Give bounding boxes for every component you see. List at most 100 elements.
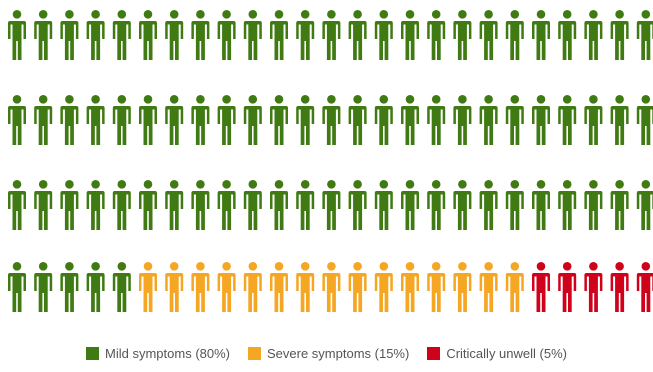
person-icon xyxy=(34,95,53,145)
person-icon xyxy=(374,95,393,145)
legend-item-severe: Severe symptoms (15%) xyxy=(248,346,409,361)
person-icon xyxy=(322,10,341,60)
person-icon xyxy=(86,10,105,60)
person-icon xyxy=(217,262,236,312)
person-icon xyxy=(427,10,446,60)
person-icon xyxy=(348,95,367,145)
person-icon xyxy=(610,180,629,230)
person-icon xyxy=(479,262,498,312)
person-icon xyxy=(217,95,236,145)
person-icon xyxy=(610,95,629,145)
person-icon xyxy=(86,95,105,145)
person-icon xyxy=(532,262,550,312)
person-icon xyxy=(584,95,603,145)
person-icon xyxy=(322,95,341,145)
legend-item-critical: Critically unwell (5%) xyxy=(427,346,567,361)
person-icon xyxy=(296,10,315,60)
person-icon xyxy=(112,180,131,230)
person-icon xyxy=(86,180,105,230)
person-icon xyxy=(34,262,53,312)
person-icon xyxy=(374,262,393,312)
person-icon xyxy=(401,95,419,145)
legend-label-critical: Critically unwell (5%) xyxy=(446,346,567,361)
person-icon xyxy=(479,180,498,230)
person-icon xyxy=(636,262,653,312)
person-icon xyxy=(8,180,26,230)
person-icon xyxy=(505,180,524,230)
legend-label-mild: Mild symptoms (80%) xyxy=(105,346,230,361)
person-icon xyxy=(374,10,393,60)
person-icon xyxy=(270,10,288,60)
legend-swatch-critical xyxy=(427,347,441,360)
person-icon xyxy=(270,180,288,230)
person-icon xyxy=(34,10,53,60)
person-icon xyxy=(427,180,446,230)
person-icon xyxy=(8,262,26,312)
person-icon xyxy=(8,10,26,60)
person-icon xyxy=(139,262,157,312)
person-icon xyxy=(479,95,498,145)
person-icon xyxy=(165,10,184,60)
legend-swatch-mild xyxy=(86,347,100,360)
person-icon xyxy=(191,180,210,230)
person-icon xyxy=(505,10,524,60)
person-icon xyxy=(479,10,498,60)
person-icon xyxy=(296,95,315,145)
legend-item-mild: Mild symptoms (80%) xyxy=(86,346,230,361)
person-icon xyxy=(112,10,131,60)
legend-label-severe: Severe symptoms (15%) xyxy=(267,346,410,361)
person-icon xyxy=(243,95,262,145)
person-icon xyxy=(453,262,472,312)
person-icon xyxy=(270,95,288,145)
person-icon xyxy=(348,262,367,312)
person-icon xyxy=(112,95,131,145)
person-icon xyxy=(243,262,262,312)
person-icon xyxy=(243,10,262,60)
person-icon xyxy=(427,262,446,312)
person-icon xyxy=(191,262,210,312)
person-icon xyxy=(558,180,577,230)
person-icon xyxy=(453,95,472,145)
person-icon xyxy=(322,262,341,312)
person-icon xyxy=(505,95,524,145)
person-icon xyxy=(584,262,603,312)
person-icon xyxy=(636,95,653,145)
person-icon xyxy=(112,262,131,312)
person-icon xyxy=(348,10,367,60)
person-icon xyxy=(296,180,315,230)
person-icon xyxy=(165,95,184,145)
person-icon xyxy=(584,180,603,230)
person-icon xyxy=(427,95,446,145)
person-icon xyxy=(505,262,524,312)
person-icon xyxy=(636,180,653,230)
person-icon xyxy=(532,180,550,230)
person-icon xyxy=(558,262,577,312)
person-icon xyxy=(165,180,184,230)
person-icon xyxy=(610,262,629,312)
legend-swatch-severe xyxy=(248,347,261,360)
person-icon xyxy=(139,95,157,145)
person-icon xyxy=(34,180,53,230)
person-icon xyxy=(60,262,79,312)
person-icon xyxy=(453,180,472,230)
person-icon xyxy=(374,180,393,230)
person-icon xyxy=(217,180,236,230)
person-icon xyxy=(243,180,262,230)
person-icon xyxy=(217,10,236,60)
person-icon xyxy=(610,10,629,60)
person-icon xyxy=(86,262,105,312)
person-icon xyxy=(401,180,419,230)
person-icon xyxy=(584,10,603,60)
person-icon xyxy=(165,262,184,312)
person-icon xyxy=(139,10,157,60)
person-icon xyxy=(453,10,472,60)
person-icon xyxy=(558,95,577,145)
person-icon xyxy=(60,95,79,145)
person-icon xyxy=(348,180,367,230)
person-icon xyxy=(191,95,210,145)
person-icon xyxy=(322,180,341,230)
person-icon xyxy=(636,10,653,60)
person-icon xyxy=(8,95,26,145)
person-icon xyxy=(558,10,577,60)
person-icon xyxy=(60,180,79,230)
